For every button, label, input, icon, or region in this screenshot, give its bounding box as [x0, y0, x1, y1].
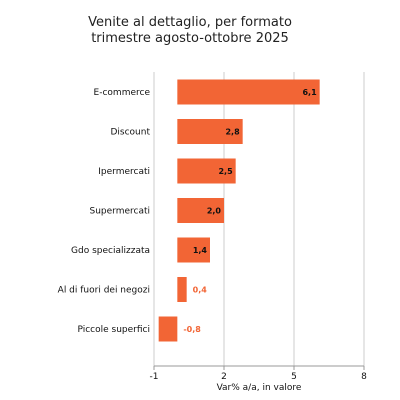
chart-title-line-2: trimestre agosto-ottobre 2025 [91, 31, 289, 46]
category-label-3: Supermercati [89, 207, 150, 217]
x-axis-label: Var% a/a, in valore [217, 383, 302, 393]
bar-4 [177, 237, 210, 263]
bar-1 [177, 119, 243, 144]
x-tick-label-2: 5 [291, 372, 297, 382]
bar-3 [177, 198, 224, 223]
bar-6 [158, 316, 178, 342]
bar-0 [177, 79, 320, 105]
x-tick-labels: -1 2 5 8 [150, 372, 368, 382]
category-label-6: Piccole superfici [78, 325, 151, 335]
value-label-4: 1,4 [193, 246, 208, 255]
value-label-0: 6,1 [302, 88, 317, 97]
category-label-4: Gdo specializzata [71, 246, 150, 256]
category-label-0: E-commerce [94, 88, 151, 98]
bar-5 [177, 277, 187, 302]
category-label-2: Ipermercati [98, 167, 150, 177]
x-tick-label-3: 8 [361, 372, 367, 382]
value-label-2: 2,5 [218, 167, 233, 176]
value-labels: 6,1 2,8 2,5 2,0 1,4 0,4 -0,8 [183, 88, 317, 334]
value-label-1: 2,8 [225, 128, 240, 137]
value-label-3: 2,0 [207, 207, 222, 216]
bars [158, 79, 320, 342]
category-labels: E-commerce Discount Ipermercati Supermercat… [58, 88, 151, 335]
bar-2 [177, 158, 236, 184]
value-label-6: -0,8 [183, 325, 201, 334]
chart-title-line-1: Venite al dettaglio, per formato [88, 15, 292, 30]
value-label-5: 0,4 [193, 286, 208, 295]
x-tick-label-0: -1 [150, 372, 159, 382]
category-label-1: Discount [110, 128, 150, 138]
category-label-5: Al di fuori dei negozi [58, 286, 150, 296]
x-tick-label-1: 2 [221, 372, 227, 382]
